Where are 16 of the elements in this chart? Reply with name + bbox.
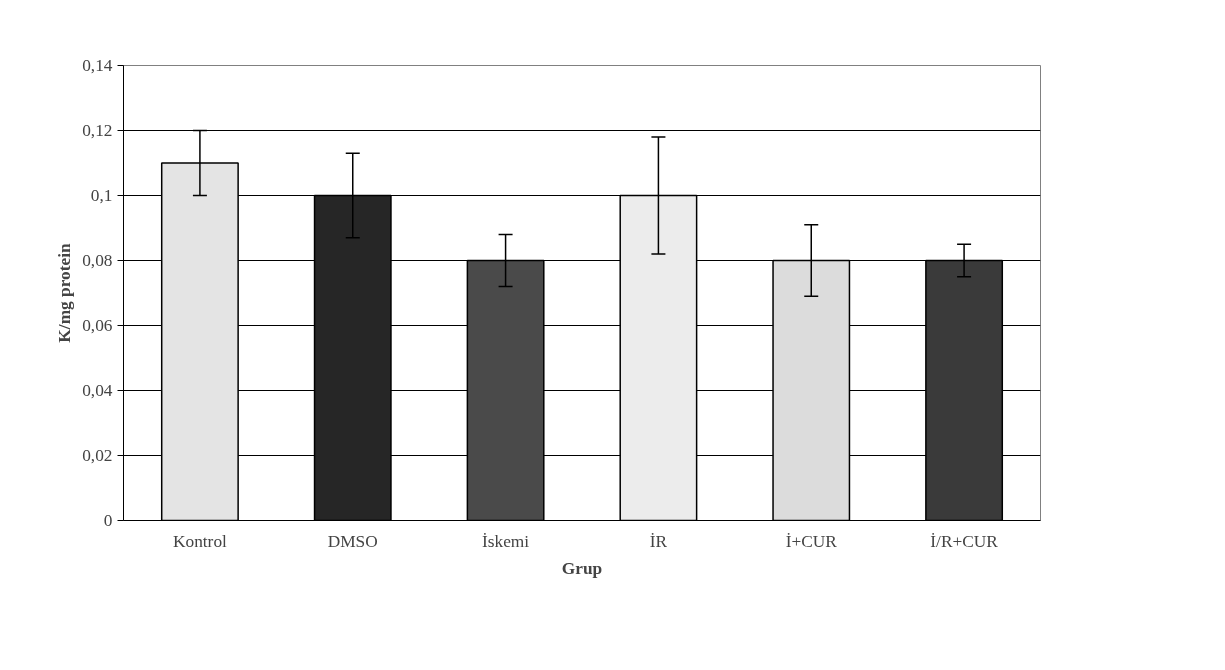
x-tick-label: İskemi (482, 531, 530, 551)
x-tick-label: DMSO (327, 531, 378, 551)
y-axis-title: K/mg protein (55, 242, 75, 343)
y-tick-label: 0,08 (82, 251, 113, 270)
x-axis-title: Grup (561, 558, 603, 578)
y-tick-label: 0 (103, 511, 113, 530)
y-tick-label: 0,14 (82, 56, 113, 75)
y-tick-label: 0,02 (82, 446, 113, 465)
x-tick-label: İR (649, 531, 668, 551)
x-tick-label: İ/R+CUR (930, 531, 999, 551)
y-tick-label: 0,12 (82, 121, 113, 140)
x-tick-label: Kontrol (172, 531, 228, 551)
y-tick-label: 0,06 (82, 316, 113, 335)
y-tick-label: 0,04 (82, 381, 113, 400)
x-tick-label: İ+CUR (785, 531, 838, 551)
y-tick-label: 0,1 (90, 186, 113, 205)
